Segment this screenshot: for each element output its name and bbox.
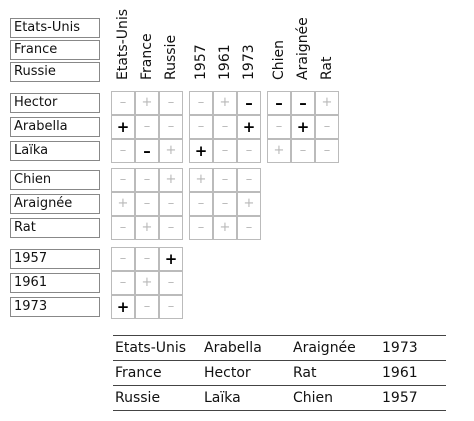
grid-cell[interactable]: – [189,192,213,216]
solution-row: Etats-Unis Arabella Araignée 1973 [113,335,446,361]
grid-cell[interactable]: + [135,91,159,115]
grid-cell[interactable]: + [267,139,291,163]
solution-cell: 1957 [380,385,446,411]
column-header-1961: 1961 [217,44,233,80]
column-header-france: France [139,33,155,80]
grid-cell[interactable]: – [111,247,135,271]
grid-cell[interactable]: – [159,91,183,115]
grid-cell[interactable]: – [189,216,213,240]
grid-cell[interactable]: – [159,192,183,216]
column-header-russie: Russie [163,34,179,80]
solution-table: Etats-Unis Arabella Araignée 1973 France Hect… [113,335,446,411]
grid-cell[interactable]: + [111,115,135,139]
row-label-rat: Rat [10,218,100,238]
solution-cell: 1961 [380,360,446,386]
grid-cell[interactable]: – [237,91,261,115]
grid-cell[interactable]: + [237,192,261,216]
grid-cell[interactable]: – [315,139,339,163]
grid-cell[interactable]: + [291,115,315,139]
row-label-1961: 1961 [10,273,100,293]
row-label-russie: Russie [10,62,100,82]
grid-cell[interactable]: – [237,139,261,163]
grid-cell[interactable]: – [159,115,183,139]
grid-cell[interactable]: – [111,271,135,295]
column-header-etats-unis: Etats-Unis [115,8,131,80]
grid-cell[interactable]: + [213,91,237,115]
grid-cell[interactable]: – [237,168,261,192]
grid-cell[interactable]: + [159,247,183,271]
grid-cell[interactable]: – [315,115,339,139]
solution-cell: Etats-Unis [113,335,202,361]
grid-cell[interactable]: – [291,139,315,163]
grid-cell[interactable]: + [213,216,237,240]
grid-cell[interactable]: + [111,192,135,216]
row-label-arabella: Arabella [10,117,100,137]
grid-cell[interactable]: + [135,216,159,240]
solution-cell: France [113,360,202,386]
grid-cell[interactable]: – [135,168,159,192]
grid-cell[interactable]: – [159,271,183,295]
grid-cell[interactable]: + [111,295,135,319]
solution-cell: Rat [291,360,380,386]
solution-cell: Russie [113,385,202,411]
grid-cell[interactable]: – [213,192,237,216]
grid-cell[interactable]: – [237,216,261,240]
grid-cell[interactable]: – [267,91,291,115]
solution-cell: Araignée [291,335,380,361]
grid-cell[interactable]: + [135,271,159,295]
row-label-1957: 1957 [10,249,100,269]
grid-cell[interactable]: + [237,115,261,139]
grid-cell[interactable]: – [291,91,315,115]
grid-cell[interactable]: – [111,139,135,163]
grid-cell[interactable]: – [135,192,159,216]
grid-cell[interactable]: – [159,216,183,240]
column-header-araignee: Araignée [295,17,311,80]
grid-cell[interactable]: – [135,247,159,271]
grid-cell[interactable]: – [267,115,291,139]
grid-cell[interactable]: – [111,91,135,115]
solution-cell: Chien [291,385,380,411]
grid-cell[interactable]: – [213,168,237,192]
solution-row: France Hector Rat 1961 [113,360,446,386]
row-label-france: France [10,40,100,60]
column-header-rat: Rat [319,56,335,81]
grid-cell[interactable]: – [213,139,237,163]
grid-cell[interactable]: + [315,91,339,115]
grid-cell[interactable]: – [213,115,237,139]
row-label-laika: Laïka [10,141,100,161]
grid-cell[interactable]: – [135,295,159,319]
grid-cell[interactable]: + [159,139,183,163]
solution-cell: Laïka [202,385,291,411]
grid-cell[interactable]: – [135,115,159,139]
solution-row: Russie Laïka Chien 1957 [113,385,446,411]
grid-cell[interactable]: + [189,168,213,192]
row-label-hector: Hector [10,93,100,113]
row-label-chien: Chien [10,170,100,190]
grid-cell[interactable]: – [111,168,135,192]
solution-cell: Hector [202,360,291,386]
solution-cell: 1973 [380,335,446,361]
grid-cell[interactable]: + [159,168,183,192]
grid-cell[interactable]: – [135,139,159,163]
column-header-1957: 1957 [193,44,209,80]
grid-cell[interactable]: – [189,91,213,115]
solution-cell: Arabella [202,335,291,361]
grid-cell[interactable]: – [159,295,183,319]
row-label-araignee: Araignée [10,194,100,214]
column-header-chien: Chien [271,39,287,80]
row-label-etats-unis: Etats-Unis [10,18,100,38]
column-header-1973: 1973 [241,44,257,80]
row-label-1973: 1973 [10,297,100,317]
grid-cell[interactable]: + [189,139,213,163]
grid-cell[interactable]: – [111,216,135,240]
grid-cell[interactable]: – [189,115,213,139]
